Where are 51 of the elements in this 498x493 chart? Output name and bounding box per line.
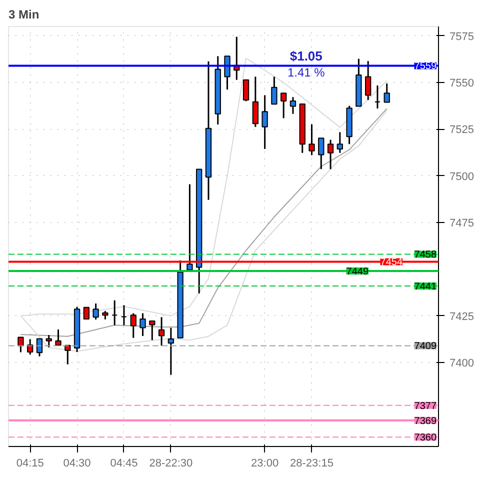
candlestick — [140, 312, 146, 337]
candlestick — [130, 312, 136, 339]
candlestick — [55, 328, 62, 346]
y-tick-label: 7525 — [450, 124, 474, 136]
annotation: $1.05 — [290, 48, 322, 64]
candlestick — [158, 316, 165, 346]
candlestick — [262, 94, 268, 150]
candlestick — [290, 96, 296, 115]
candlestick — [318, 137, 324, 170]
candlestick — [120, 304, 128, 326]
ref-line-label: 7454 — [380, 257, 403, 268]
x-tick-label: 04:15 — [16, 458, 44, 470]
candlestick — [83, 306, 90, 320]
candlestick — [186, 183, 193, 271]
candlestick — [18, 336, 24, 353]
candlestick — [384, 82, 390, 104]
x-tick-label: 28-23:15 — [290, 458, 334, 470]
candlestick — [92, 302, 99, 320]
candlestick — [374, 84, 381, 110]
candlestick — [271, 76, 278, 105]
candlestick — [252, 76, 259, 128]
y-tick-label: 7550 — [450, 78, 474, 90]
x-tick-label: 28-22:30 — [149, 458, 193, 470]
candlestick — [365, 60, 372, 101]
y-tick-label: 7500 — [450, 170, 474, 183]
candlestick — [149, 320, 156, 341]
candlestick — [36, 338, 43, 358]
ref-line-label: 7360 — [414, 432, 437, 444]
candlestick — [308, 124, 315, 156]
candlestick — [280, 92, 287, 119]
ref-line-label: 7369 — [414, 416, 437, 427]
y-tick-label: 7475 — [450, 218, 474, 230]
annotation: 1.41 % — [287, 66, 326, 80]
candlestick — [112, 300, 118, 326]
x-tick-label: 04:45 — [110, 458, 138, 470]
y-tick-label: 7400 — [450, 358, 474, 370]
candlestick — [224, 55, 230, 90]
candlestick — [168, 327, 174, 376]
ref-line-label: 7409 — [414, 341, 437, 352]
x-tick-label: 04:30 — [63, 458, 91, 470]
ref-line-label: 7559 — [414, 61, 437, 72]
candlestick — [336, 131, 343, 154]
x-tick-label: 23:00 — [251, 458, 279, 470]
candlestick — [46, 334, 52, 348]
chart-title: 3 Min — [8, 8, 40, 22]
candlestick — [242, 79, 250, 102]
ref-line-label: 7377 — [414, 400, 437, 412]
y-tick-label: 7425 — [450, 310, 474, 323]
candlestick — [327, 139, 334, 170]
ref-line-label: 7441 — [414, 281, 437, 292]
y-tick-label: 7575 — [450, 30, 474, 43]
